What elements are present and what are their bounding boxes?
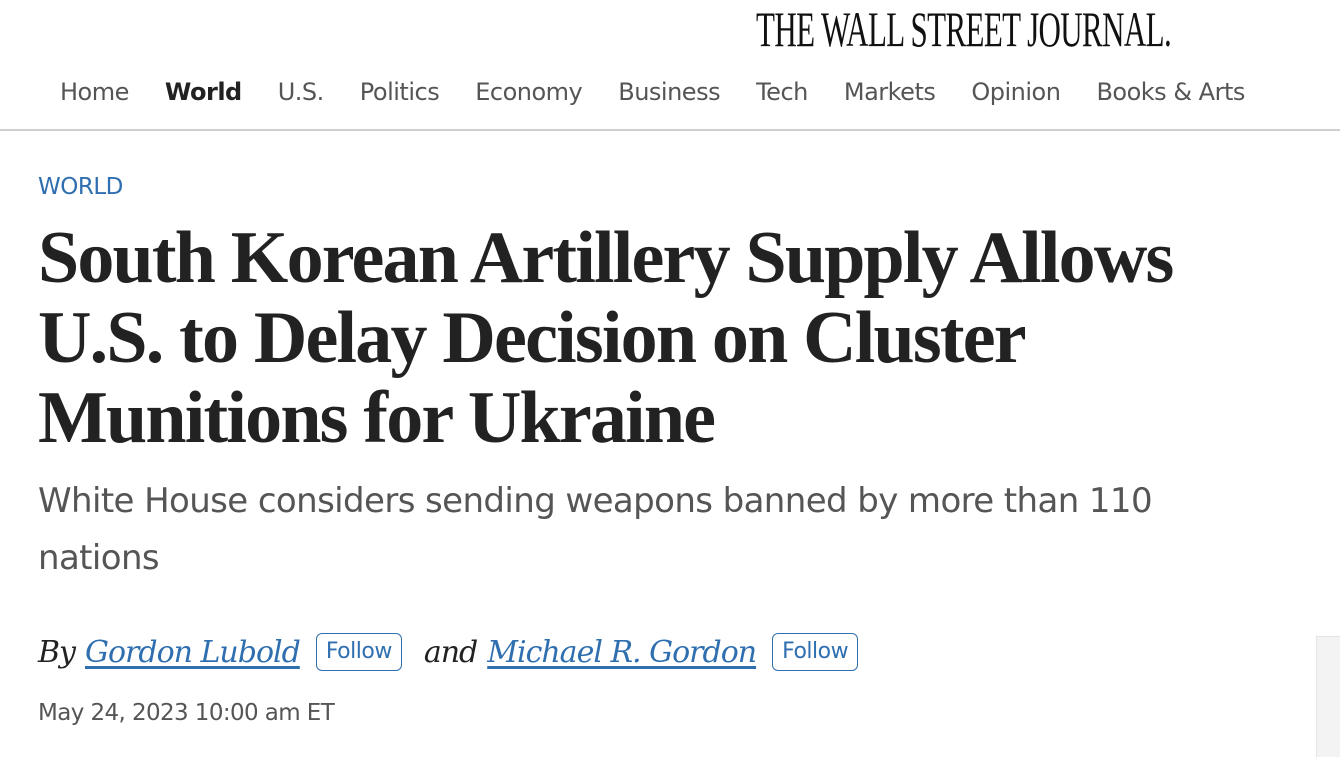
nav-business[interactable]: Business xyxy=(618,78,721,106)
byline: By Gordon Lubold Follow and Michael R. G… xyxy=(38,633,859,671)
follow-button[interactable]: Follow xyxy=(315,633,402,671)
byline-by: By xyxy=(38,634,76,670)
nav-home[interactable]: Home xyxy=(60,78,129,106)
nav-tech[interactable]: Tech xyxy=(756,78,808,106)
publish-date: May 24, 2023 10:00 am ET xyxy=(38,700,335,726)
nav-us[interactable]: U.S. xyxy=(277,78,325,106)
follow-button[interactable]: Follow xyxy=(772,633,859,671)
main-nav: Home World U.S. Politics Economy Busines… xyxy=(42,74,1263,110)
subheadline: White House considers sending weapons ba… xyxy=(38,481,1153,578)
nav-markets[interactable]: Markets xyxy=(843,78,936,106)
nav-opinion[interactable]: Opinion xyxy=(971,78,1061,106)
nav-economy[interactable]: Economy xyxy=(475,78,583,106)
nav-divider xyxy=(0,129,1340,131)
side-panel xyxy=(1316,636,1340,757)
section-label[interactable]: WORLD xyxy=(38,174,123,200)
author-link[interactable]: Gordon Lubold xyxy=(85,634,301,670)
author-link[interactable]: Michael R. Gordon xyxy=(487,634,757,670)
wsj-logo[interactable]: THE WALL STREET JOURNAL. xyxy=(756,1,1172,57)
nav-politics[interactable]: Politics xyxy=(359,78,440,106)
byline-and: and xyxy=(423,634,478,670)
headline: South Korean Artillery Supply Allows U.S… xyxy=(38,217,1174,459)
nav-books-arts[interactable]: Books & Arts xyxy=(1096,78,1245,106)
nav-world[interactable]: World xyxy=(164,78,242,106)
